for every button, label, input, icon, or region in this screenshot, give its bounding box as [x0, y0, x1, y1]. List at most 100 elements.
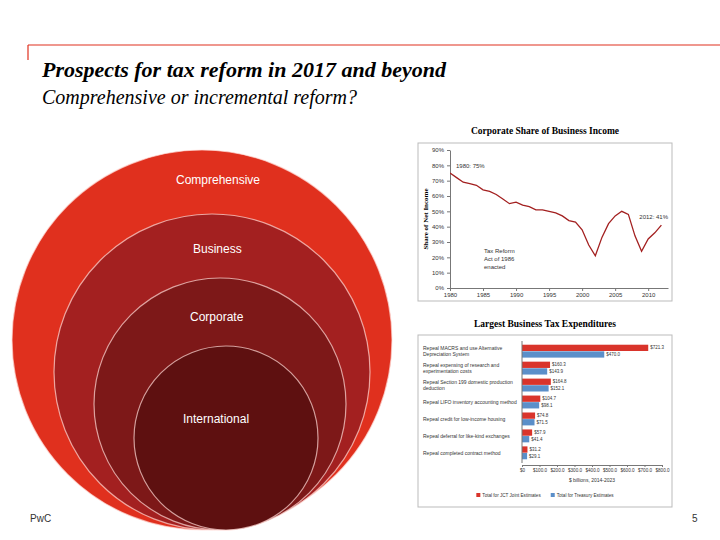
tick: 2000	[576, 288, 590, 298]
tick-mark	[516, 288, 517, 291]
tick-mark	[549, 288, 550, 291]
category-label: Repeal completed contract method	[423, 450, 501, 456]
tick-label: $400.0	[585, 468, 599, 473]
tick: $700.0	[638, 465, 652, 473]
tick-mark	[575, 465, 576, 467]
data-label: $160.3	[552, 362, 566, 367]
tick-label: 2005	[609, 292, 623, 298]
circle-0	[12, 150, 392, 530]
tick: $500.0	[603, 465, 617, 473]
bar	[522, 379, 551, 385]
plot-area	[522, 345, 648, 460]
data-label: $470.0	[606, 352, 620, 357]
legend-label: Total for JCT Joint Estimates	[482, 493, 541, 498]
tick-mark	[582, 288, 583, 291]
tick: $0	[520, 465, 526, 473]
tick: 10%	[432, 270, 450, 276]
data-label: $98.1	[541, 403, 553, 408]
chart-frame	[418, 143, 672, 301]
category-label: Repeal LIFO inventory accounting method	[423, 399, 517, 405]
tick-label: 40%	[432, 224, 445, 230]
circle-3	[134, 346, 318, 530]
circle-label: Business	[193, 242, 242, 256]
tick-label: $100.0	[533, 468, 547, 473]
tick-mark	[447, 211, 450, 212]
tick-mark	[450, 288, 451, 291]
tick-label: 30%	[432, 239, 445, 245]
category-axis-line	[522, 341, 523, 463]
tick-label: 10%	[432, 270, 445, 276]
tick-label: 0%	[435, 285, 444, 291]
y-axis: 0%10%20%30%40%50%60%70%80%90%	[432, 147, 451, 291]
tick: $200.0	[550, 465, 564, 473]
header-rule-tick	[27, 45, 28, 60]
tick-label: $600.0	[620, 468, 634, 473]
legend-item: Total for JCT Joint Estimates	[476, 493, 541, 498]
data-label: $41.4	[531, 437, 543, 442]
bar	[522, 453, 527, 459]
tick-mark	[648, 288, 649, 291]
tick-mark	[447, 242, 450, 243]
tick-mark	[592, 465, 593, 467]
chart-title: Corporate Share of Business Income	[471, 126, 619, 136]
nested-circles: ComprehensiveBusinessCorporateInternatio…	[12, 150, 392, 530]
bar	[522, 345, 648, 351]
annotation: Tax Reform	[484, 248, 515, 254]
slide: Prospects for tax reform in 2017 and bey…	[0, 0, 720, 540]
x-axis: 1980198519901995200020052010	[444, 288, 669, 298]
bar	[522, 412, 535, 418]
circle-label: International	[183, 412, 249, 426]
tick-mark	[447, 257, 450, 258]
tick: $100.0	[533, 465, 547, 473]
tick: 30%	[432, 239, 450, 245]
tick-mark	[662, 465, 663, 467]
page-number: 5	[692, 513, 698, 524]
tick-label: 60%	[432, 193, 445, 199]
category-label: Repeal credit for low-income housing	[423, 416, 505, 422]
tick: 2010	[642, 288, 656, 298]
tick-label: 90%	[432, 147, 445, 153]
tick-mark	[447, 181, 450, 182]
data-label: $143.9	[549, 369, 563, 374]
tick-label: $200.0	[550, 468, 564, 473]
x-axis: $0 $100.0$200.0 $300.0$400.0 $500.0$600.0 $7…	[520, 465, 670, 473]
tick: 70%	[432, 178, 450, 184]
data-label: $152.1	[551, 386, 565, 391]
bar	[522, 436, 529, 442]
legend-item: Total for Treasury Estimates	[551, 493, 615, 498]
tick: 2005	[609, 288, 623, 298]
tick-label: $500.0	[603, 468, 617, 473]
bar-chart: Largest Business Tax Expenditures$721.3$…	[418, 319, 672, 507]
bar	[522, 362, 550, 368]
tick-label: 2000	[576, 292, 590, 298]
tick-mark	[447, 165, 450, 166]
tick-mark	[447, 150, 450, 151]
legend-swatch	[551, 493, 555, 497]
tick: 20%	[432, 255, 450, 261]
annotation: 2012: 41%	[639, 214, 668, 220]
tick: 50%	[432, 209, 450, 215]
tick-mark	[627, 465, 628, 467]
y-axis-title: Share of Net Income	[422, 188, 430, 249]
tick-label: 1990	[510, 292, 524, 298]
tick-label: $0	[520, 468, 526, 473]
annotation: Act of 1986	[484, 256, 515, 262]
data-label: $104.7	[542, 396, 556, 401]
tick-label: 1995	[543, 292, 557, 298]
data-label: $74.8	[537, 413, 549, 418]
axis-line	[523, 465, 663, 466]
tick-label: 50%	[432, 209, 445, 215]
legend: Total for JCT Joint Estimates Total for T…	[476, 493, 614, 498]
tick-mark	[447, 227, 450, 228]
tick: 1990	[510, 288, 524, 298]
tick-mark	[447, 273, 450, 274]
circle-1	[54, 214, 370, 530]
tick: $300.0	[568, 465, 582, 473]
tick-label: 20%	[432, 255, 445, 261]
tick: 40%	[432, 224, 450, 230]
data-label: $29.1	[529, 454, 541, 459]
bar	[522, 396, 540, 402]
annotation: enacted	[484, 264, 505, 270]
bar	[522, 351, 604, 357]
category-label: Repeal Section 199 domestic production d…	[423, 379, 514, 391]
